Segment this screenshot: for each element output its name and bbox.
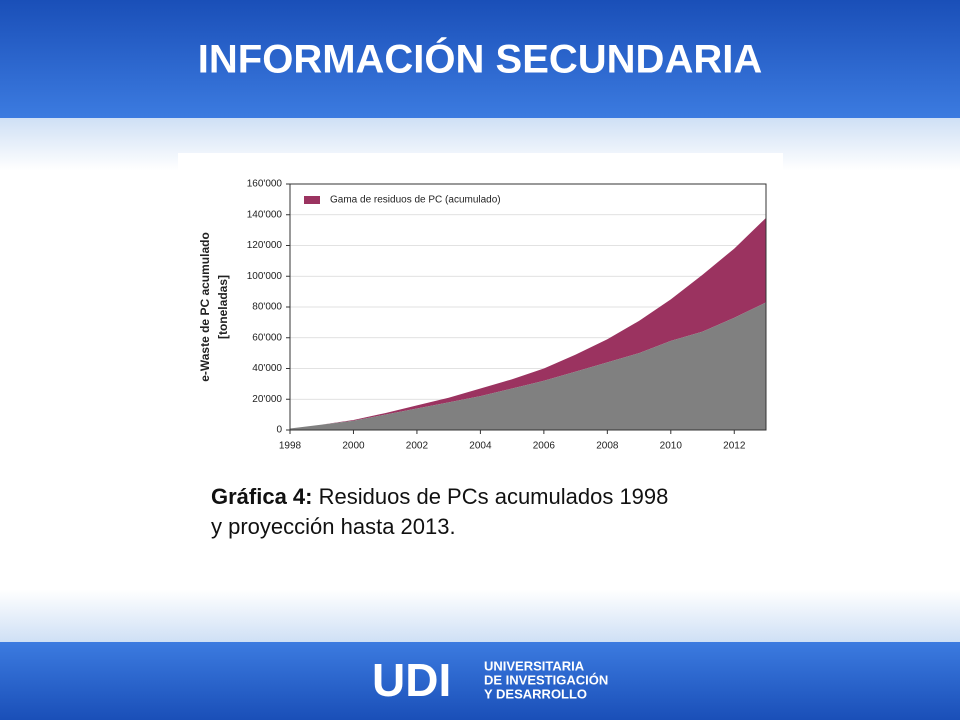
footer-band <box>0 642 960 720</box>
caption-line: y proyección hasta 2013. <box>211 514 456 539</box>
slide-title: INFORMACIÓN SECUNDARIA <box>198 36 762 82</box>
y-tick-label: 120'000 <box>247 240 283 251</box>
x-tick-label: 2006 <box>533 441 556 452</box>
x-tick-label: 2012 <box>723 441 746 452</box>
x-tick-label: 1998 <box>279 441 302 452</box>
footer-line: UNIVERSITARIA <box>484 658 585 673</box>
caption-label: Gráfica 4: <box>211 484 313 509</box>
legend-swatch <box>304 196 320 204</box>
x-tick-label: 2010 <box>660 441 683 452</box>
caption-text: Residuos de PCs acumulados 1998 <box>319 484 669 509</box>
y-tick-label: 80'000 <box>252 302 282 313</box>
caption: Gráfica 4: Residuos de PCs acumulados 19… <box>211 484 668 509</box>
y-tick-label: 160'000 <box>247 179 283 190</box>
x-tick-label: 2008 <box>596 441 619 452</box>
range-area <box>290 217 766 429</box>
footer-logo: UDI <box>372 654 451 706</box>
footer-line: DE INVESTIGACIÓN <box>484 672 608 687</box>
y-axis-label: e-Waste de PC acumulado <box>198 232 212 382</box>
y-tick-label: 0 <box>276 425 282 436</box>
legend-label: Gama de residuos de PC (acumulado) <box>330 195 501 206</box>
footer-line: Y DESARROLLO <box>484 686 587 701</box>
y-tick-label: 20'000 <box>252 394 282 405</box>
chart: 0 20'000 40'000 60'000 80'000 100'000 120'000 1… <box>198 179 767 452</box>
plot-frame <box>289 183 767 431</box>
x-tick-label: 2002 <box>406 441 429 452</box>
y-tick-label: 140'000 <box>247 209 283 220</box>
header-band <box>0 0 960 118</box>
x-tick-label: 2000 <box>342 441 365 452</box>
base-area <box>290 302 766 430</box>
y-tick-label: 40'000 <box>252 363 282 374</box>
x-tick-label: 2004 <box>469 441 492 452</box>
y-tick-label: 100'000 <box>247 271 283 282</box>
y-axis-label: [toneladas] <box>216 275 230 339</box>
y-tick-label: 60'000 <box>252 332 282 343</box>
